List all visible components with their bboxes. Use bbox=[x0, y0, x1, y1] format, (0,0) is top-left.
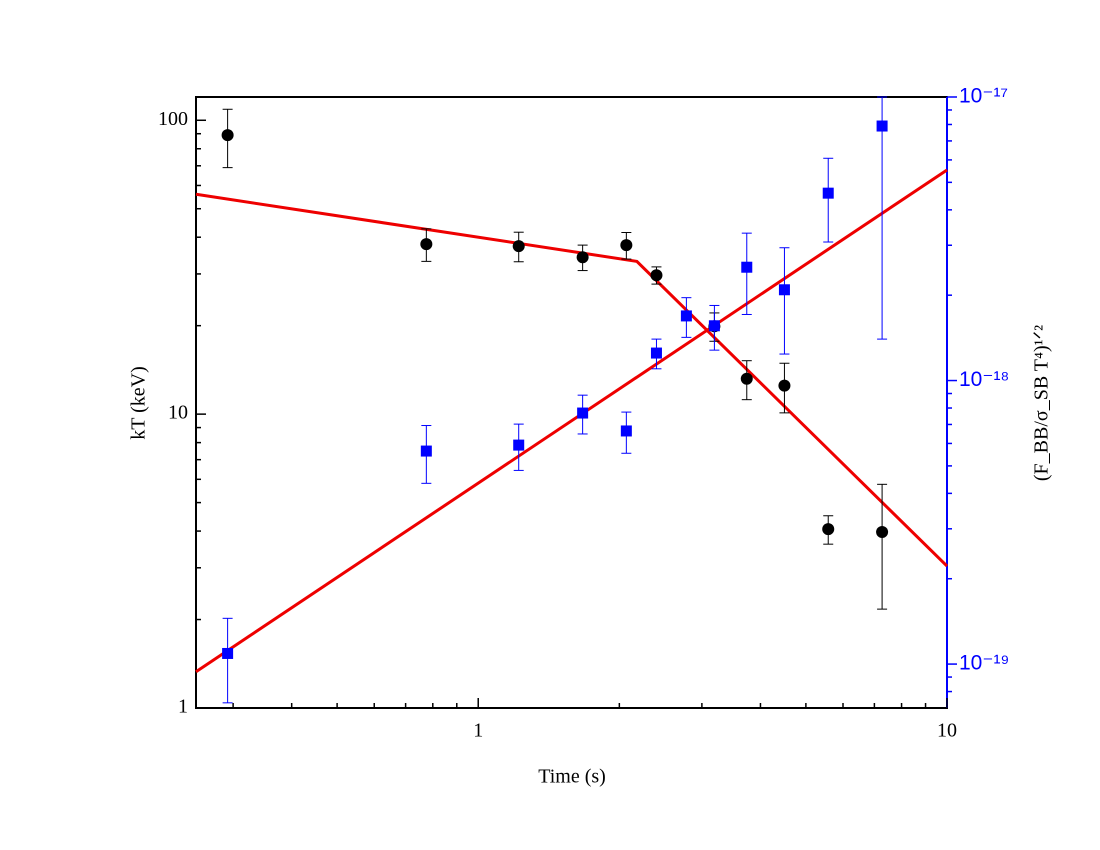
data-point bbox=[650, 269, 663, 282]
data-point bbox=[778, 284, 790, 296]
data-point bbox=[778, 379, 791, 392]
data-point bbox=[680, 310, 692, 322]
data-point bbox=[221, 129, 234, 142]
y2-tick-label: 10⁻¹⁸ bbox=[959, 368, 1009, 391]
data-point bbox=[708, 320, 720, 332]
y-tick-label: 1 bbox=[178, 696, 188, 718]
plot-frame bbox=[195, 96, 948, 709]
y2-axis-label: (F_BB/σ_SB T⁴)¹ᐟ² bbox=[1031, 325, 1053, 481]
data-point bbox=[876, 526, 889, 539]
x-tick-label: 1 bbox=[473, 720, 483, 742]
data-point bbox=[740, 372, 753, 385]
data-point bbox=[650, 347, 662, 359]
y-tick-label: 100 bbox=[158, 108, 188, 130]
data-point bbox=[512, 240, 525, 253]
data-point bbox=[513, 439, 525, 451]
data-point bbox=[420, 238, 433, 251]
data-point bbox=[620, 425, 632, 437]
y-tick-label: 10 bbox=[168, 402, 188, 424]
fit-line bbox=[195, 192, 949, 568]
data-point bbox=[822, 523, 835, 536]
data-point bbox=[876, 120, 888, 132]
data-point bbox=[576, 251, 589, 264]
y2-tick-label: 10⁻¹⁷ bbox=[959, 85, 1008, 108]
y-axis-label: kT (keV) bbox=[128, 366, 150, 440]
data-point bbox=[741, 261, 753, 273]
data-point bbox=[420, 445, 432, 457]
fit-line bbox=[195, 168, 948, 673]
data-point bbox=[620, 239, 633, 252]
data-point bbox=[822, 187, 834, 199]
data-point bbox=[222, 647, 234, 659]
x-tick-label: 10 bbox=[937, 720, 957, 742]
y2-tick-label: 10⁻¹⁹ bbox=[959, 652, 1009, 675]
x-axis-label: Time (s) bbox=[538, 766, 606, 788]
data-point bbox=[577, 407, 589, 419]
